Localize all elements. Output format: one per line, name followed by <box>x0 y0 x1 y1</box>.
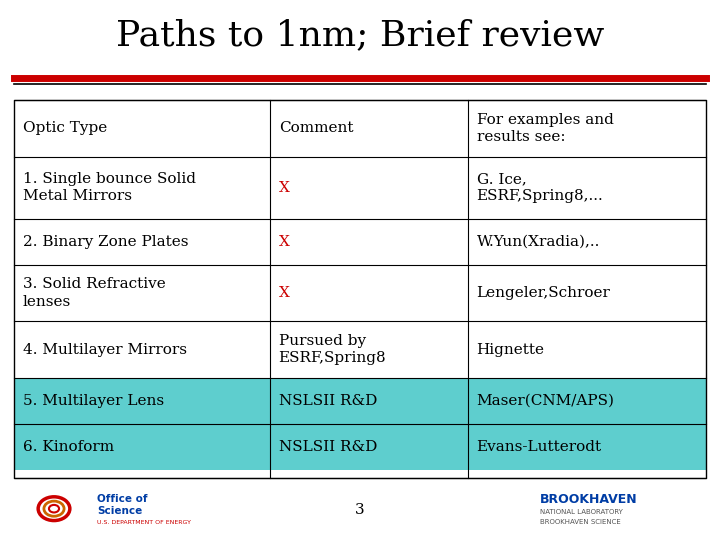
Bar <box>14 219 706 265</box>
Text: NSLSII R&D: NSLSII R&D <box>279 394 377 408</box>
Text: 1. Single bounce Solid
Metal Mirrors: 1. Single bounce Solid Metal Mirrors <box>23 172 196 203</box>
Text: 4. Multilayer Mirrors: 4. Multilayer Mirrors <box>23 343 187 356</box>
Text: Comment: Comment <box>279 122 353 135</box>
Text: Evans-Lutterodt: Evans-Lutterodt <box>477 440 602 454</box>
Bar <box>14 157 706 219</box>
Text: NSLSII R&D: NSLSII R&D <box>279 440 377 454</box>
Text: 3: 3 <box>355 503 365 517</box>
Text: W.Yun(Xradia),..: W.Yun(Xradia),.. <box>477 235 600 248</box>
Text: Office of
Science: Office of Science <box>97 494 148 516</box>
Text: G. Ice,
ESRF,Spring8,...: G. Ice, ESRF,Spring8,... <box>477 172 603 203</box>
Text: Lengeler,Schroer: Lengeler,Schroer <box>477 286 611 300</box>
Text: BROOKHAVEN SCIENCE: BROOKHAVEN SCIENCE <box>540 519 621 525</box>
Text: BROOKHAVEN: BROOKHAVEN <box>540 493 638 506</box>
Text: Maser(CNM/APS): Maser(CNM/APS) <box>477 394 615 408</box>
Text: U.S. DEPARTMENT OF ENERGY: U.S. DEPARTMENT OF ENERGY <box>97 520 192 525</box>
Text: 2. Binary Zone Plates: 2. Binary Zone Plates <box>23 235 189 248</box>
Bar <box>14 424 706 470</box>
Text: 6. Kinoform: 6. Kinoform <box>23 440 114 454</box>
Text: Optic Type: Optic Type <box>23 122 107 135</box>
Text: For examples and
results see:: For examples and results see: <box>477 113 613 144</box>
Bar <box>14 100 706 157</box>
Bar <box>14 378 706 424</box>
Text: 3. Solid Refractive
lenses: 3. Solid Refractive lenses <box>23 278 166 308</box>
Text: Hignette: Hignette <box>477 343 544 356</box>
Text: X: X <box>279 181 289 194</box>
Text: Pursued by
ESRF,Spring8: Pursued by ESRF,Spring8 <box>279 334 386 365</box>
Bar <box>14 100 706 478</box>
Text: X: X <box>279 235 289 248</box>
Bar <box>14 265 706 321</box>
Text: 5. Multilayer Lens: 5. Multilayer Lens <box>23 394 164 408</box>
Text: X: X <box>279 286 289 300</box>
Bar <box>14 321 706 378</box>
Text: Paths to 1nm; Brief review: Paths to 1nm; Brief review <box>116 18 604 52</box>
Text: NATIONAL LABORATORY: NATIONAL LABORATORY <box>540 509 623 515</box>
